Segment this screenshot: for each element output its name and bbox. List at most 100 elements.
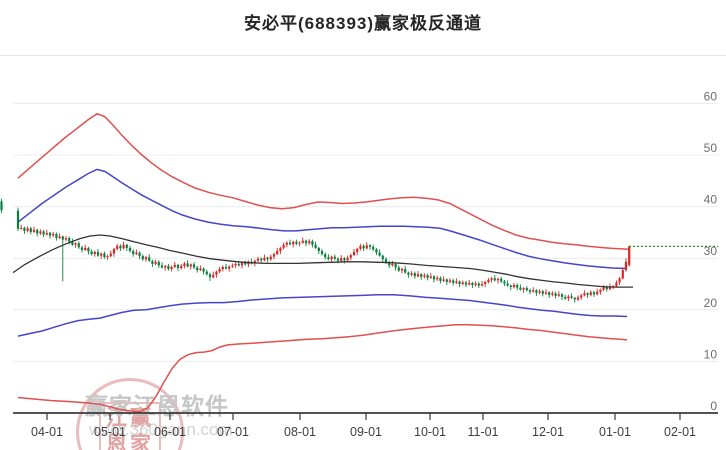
candle-body [84, 247, 87, 250]
candle-body [164, 265, 167, 268]
candle-body [36, 229, 39, 234]
candle-body [528, 290, 532, 292]
candle-body [192, 264, 196, 268]
candle-body [29, 228, 32, 232]
x-axis-label: 06-01 [154, 425, 186, 439]
candle-body [244, 262, 247, 265]
candle-body [346, 257, 349, 261]
candle-body [87, 247, 90, 252]
candle-body [583, 293, 586, 296]
candle-body [32, 229, 36, 232]
candle-body [112, 248, 116, 254]
candle-body [570, 296, 573, 298]
candle-body [272, 254, 276, 257]
candle-body [532, 290, 535, 292]
candle-body [298, 242, 301, 244]
candle-body [586, 293, 589, 295]
candle-body [224, 267, 228, 269]
candle-body [196, 267, 199, 271]
candle-body [285, 242, 288, 245]
candle-body [167, 265, 170, 269]
candle-body [308, 241, 311, 244]
candle-body [445, 279, 448, 282]
y-axis-label: 10 [704, 347, 718, 361]
candle-body [327, 257, 330, 260]
candle-body [106, 256, 109, 258]
candle-body [564, 296, 567, 299]
candle-body [394, 263, 397, 268]
candle-body [333, 256, 336, 259]
candle-body [160, 265, 164, 268]
candle-body [557, 294, 560, 296]
candle-body [231, 265, 234, 267]
candle-body [480, 284, 484, 286]
x-axis-label: 09-01 [350, 425, 382, 439]
candle-body [500, 278, 503, 282]
candle-body [442, 279, 445, 281]
candle-body [93, 252, 96, 255]
candle-body [551, 293, 554, 295]
candle-body [471, 283, 474, 286]
candle-body [26, 228, 29, 231]
candle-body [176, 264, 180, 268]
candlesticks [0, 198, 631, 303]
candle-body [519, 287, 522, 290]
y-axis-label: 50 [704, 141, 718, 155]
candle-body [605, 287, 608, 290]
candle-body [144, 257, 148, 260]
candle-body [397, 267, 400, 271]
chart-title: 安必平(688393)赢家极反通道 [243, 14, 483, 33]
candle-body [615, 282, 618, 287]
candle-body [535, 290, 538, 293]
candle-body [429, 276, 432, 278]
candle-body [23, 227, 26, 231]
x-axis: 04-01 05-01 06-01 07-01 08-01 09-01 10-01 11-01… [13, 412, 718, 439]
candle-body [109, 253, 112, 257]
candle-body [410, 273, 413, 275]
candle-body [391, 263, 394, 266]
candle-body [599, 289, 602, 292]
candle-body [125, 244, 128, 248]
y-axis-labels: 0 10 20 30 40 50 60 [704, 89, 718, 413]
candle-body [288, 242, 292, 245]
candle-body [404, 269, 407, 273]
candle-body [292, 241, 295, 245]
candle-body [538, 291, 541, 293]
x-axis-label: 08-01 [284, 425, 316, 439]
candle-body [439, 277, 442, 281]
y-axis-label: 60 [704, 89, 718, 103]
candle-body [423, 275, 426, 277]
x-axis-label: 07-01 [217, 425, 249, 439]
candle-body [493, 278, 496, 281]
candle-body [541, 291, 544, 294]
candle-body [468, 283, 471, 285]
candle-body [90, 251, 93, 255]
x-axis-label: 05-01 [94, 425, 126, 439]
candle-body [58, 236, 61, 238]
candle-body [234, 263, 237, 266]
candle-body [416, 274, 420, 277]
candle-body [132, 251, 135, 255]
candle-body [436, 277, 439, 280]
candle-body [596, 291, 599, 295]
candle-body [202, 268, 205, 272]
candle-body [362, 245, 365, 249]
candle-body [522, 288, 525, 290]
candle-body [400, 269, 404, 271]
candle-body [378, 252, 381, 256]
candle-body [368, 245, 372, 247]
candle-body [279, 247, 282, 251]
candle-body [20, 227, 23, 229]
candle-body [506, 283, 509, 286]
candle-body [221, 267, 224, 270]
x-axis-label: 04-01 [31, 425, 63, 439]
candle-body [52, 233, 55, 236]
candle-body [237, 263, 240, 266]
candle-body [240, 262, 244, 266]
upper-inner-band-line [17, 168, 628, 270]
candle-body [48, 232, 52, 236]
candle-body [381, 255, 384, 260]
candle-body [119, 245, 122, 249]
